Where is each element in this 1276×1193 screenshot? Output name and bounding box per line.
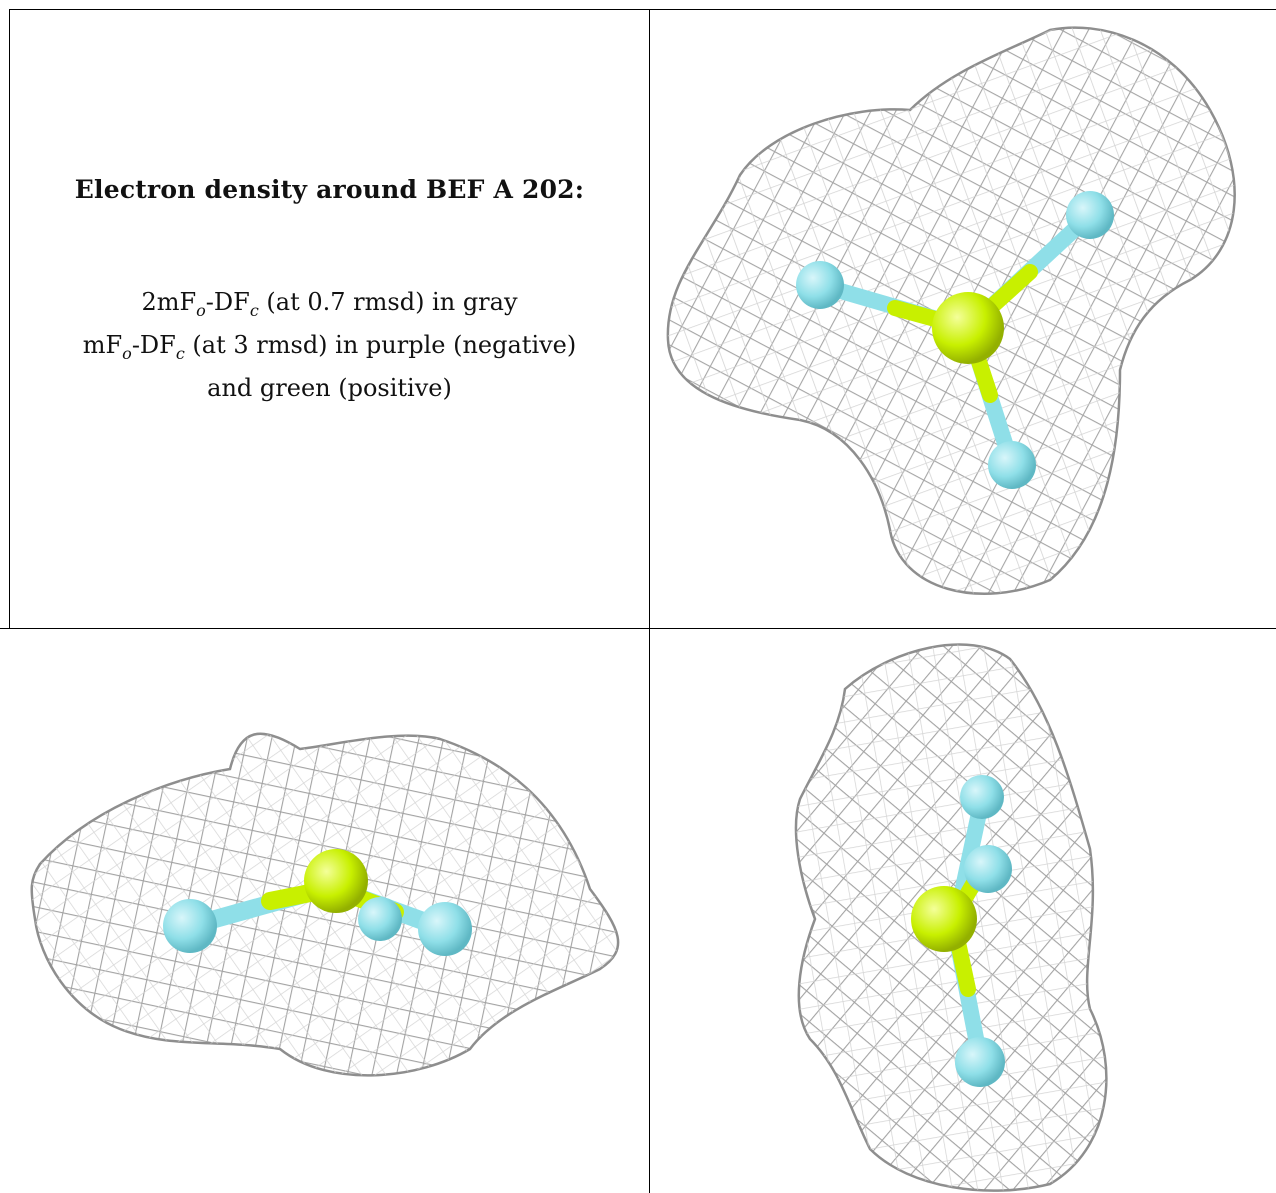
density-view-side-svg [30, 732, 620, 1077]
caption-cell: Electron density around BEF A 202: 2mFo-… [10, 10, 649, 628]
density-view-end-on [650, 629, 1276, 1193]
bef3-molecule [163, 849, 472, 956]
fluorine-atom [418, 902, 472, 956]
density-view-top-svg [666, 26, 1236, 595]
beryllium-atom [932, 292, 1004, 364]
fluorine-atom [163, 899, 217, 953]
caption-line-gray-map: 2mFo-DFc (at 0.7 rmsd) in gray [141, 288, 518, 320]
density-view-side [0, 629, 649, 1193]
fluorine-atom [988, 441, 1036, 489]
bef3-molecule [911, 775, 1012, 1087]
caption-title: Electron density around BEF A 202: [74, 175, 585, 204]
caption-legend: 2mFo-DFc (at 0.7 rmsd) in gray mFo-DFc (… [10, 285, 649, 405]
density-view-top [650, 10, 1276, 628]
fluorine-atom [1066, 191, 1114, 239]
grid-divider-horizontal [0, 628, 1276, 629]
grid-divider-vertical [649, 9, 650, 1193]
bef3-molecule [796, 191, 1114, 489]
fluorine-atom [796, 261, 844, 309]
beryllium-atom [304, 849, 368, 913]
fluorine-atom [960, 775, 1004, 819]
fluorine-atom [964, 845, 1012, 893]
density-view-end-on-svg [794, 643, 1108, 1192]
fluorine-atom [358, 897, 402, 941]
grid-border-left [9, 9, 10, 628]
grid-border-top [10, 9, 1276, 10]
caption-line-difference-map: mFo-DFc (at 3 rmsd) in purple (negative) [82, 330, 577, 363]
beryllium-atom [911, 886, 977, 952]
caption-line-colors: and green (positive) [207, 373, 452, 402]
fluorine-atom [955, 1037, 1005, 1087]
